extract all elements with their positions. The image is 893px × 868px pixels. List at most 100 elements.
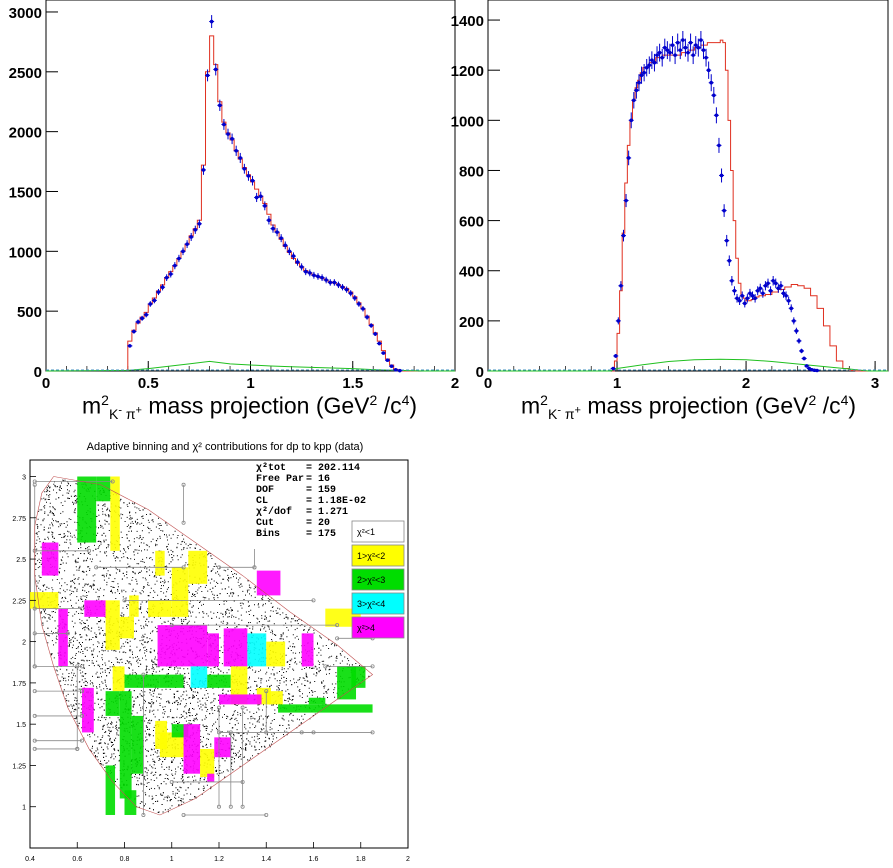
chi2-bin [207,773,215,782]
data-point [670,43,675,47]
fit-stat-label: DOF [256,485,274,496]
chi2-bin [81,687,94,733]
y-tick-label: 1200 [451,63,484,80]
bin-grid-node [79,689,84,694]
chi2-bin [351,666,366,688]
data-point [258,194,263,199]
data-point [230,137,234,141]
chi2-bin [129,595,139,617]
data-point [328,280,333,285]
data-point [755,288,760,293]
chi2-bin [301,633,314,667]
bin-grid-node [110,479,115,484]
bin-grid-node [79,606,84,611]
dalitz-boundary [34,476,374,816]
data-point [156,290,161,294]
bin-grid-node [32,631,37,636]
chi2-bin [84,600,106,617]
data-point [626,156,631,160]
data-point [624,198,628,203]
y-tick-label: 3000 [9,5,42,22]
data-point [308,271,312,275]
dalitz-events [34,479,370,813]
bin-grid-node [181,565,186,570]
bin-grid-node [75,664,80,669]
plot-frame [487,0,889,372]
projection-plot-1: 0 500 1000 1500 2000 2500 3000 0 0.5 1 1.5 2 [9,0,459,392]
data-point [724,238,729,243]
chi2-bin [131,715,144,774]
fit-stat-label: χ²/dof [256,506,292,518]
data-point [283,243,288,248]
chi2-bin [171,567,189,617]
bin-grid-node [240,779,245,784]
data-point [696,45,701,50]
data-point [675,40,680,45]
data-point [714,113,719,118]
chi2-bin [124,790,137,815]
data-point [693,43,698,47]
data-point [691,53,695,57]
data-point [792,319,796,323]
data-point [132,329,136,334]
bin-grid-node [216,565,221,570]
data-point [789,306,794,311]
data-point [128,344,132,348]
x-tick-label: 2 [451,375,459,392]
bin-grid-node [32,746,37,751]
data-point [730,278,734,283]
bin-grid-node [299,730,304,735]
data-point [201,168,206,172]
bin-grid-node [335,623,340,628]
data-point [385,358,390,363]
data-point [303,269,308,274]
chi2-bin [41,542,59,576]
data-point [753,296,757,301]
data-point [181,249,185,254]
x-tick-label: 1 [613,375,621,392]
legend-label: 2>χ²<3 [357,575,385,585]
data-point [802,356,806,361]
projection-plot-2: 0 200 400 600 800 1000 1200 1400 0 1 2 3 [451,0,889,392]
chi2-bin [77,476,97,543]
legend-swatch [351,544,405,567]
dalitz-title: Adaptive binning and χ² contributions fo… [86,441,364,453]
bin-grid-node [32,738,37,743]
data-point [665,48,670,52]
data-point [799,349,804,353]
background-curve [488,358,888,372]
data-point [745,296,750,301]
fit-stat-label: Cut [256,518,274,529]
chi2-bin [159,674,184,688]
data-point [742,301,747,306]
bin-grid-node [216,730,221,735]
data-point [312,273,316,278]
bin-grid-node [122,598,127,603]
data-point [209,19,214,24]
y-tick-label: 400 [459,264,484,281]
data-point [719,173,724,178]
data-point [279,236,283,240]
y-tick-label: 200 [459,314,484,331]
bin-grid-node [216,804,221,809]
data-point [701,48,706,52]
chi2-bin [266,691,283,705]
data-point [361,306,365,311]
data-point [683,45,688,50]
chart1-xlabel: m2K- π+ mass projection (GeV2 /c4) [82,392,418,423]
legend-label: 1>χ²<2 [357,551,385,561]
y-tick-label: 1000 [9,244,42,261]
dalitz-y-tick-label: 1 [22,805,26,812]
data-point [673,53,677,57]
chi2-bin [219,694,262,705]
data-point [136,320,140,324]
data-point [779,283,783,288]
fit-stat-value: = 202.114 [306,463,360,474]
data-point [621,233,626,238]
data-point [815,368,819,373]
dalitz-x-tick-label: 1.4 [261,856,271,863]
data-point [193,227,198,232]
y-tick-label: 500 [17,304,42,321]
fit-stat-label: CL [256,496,268,507]
data-point [632,98,636,103]
